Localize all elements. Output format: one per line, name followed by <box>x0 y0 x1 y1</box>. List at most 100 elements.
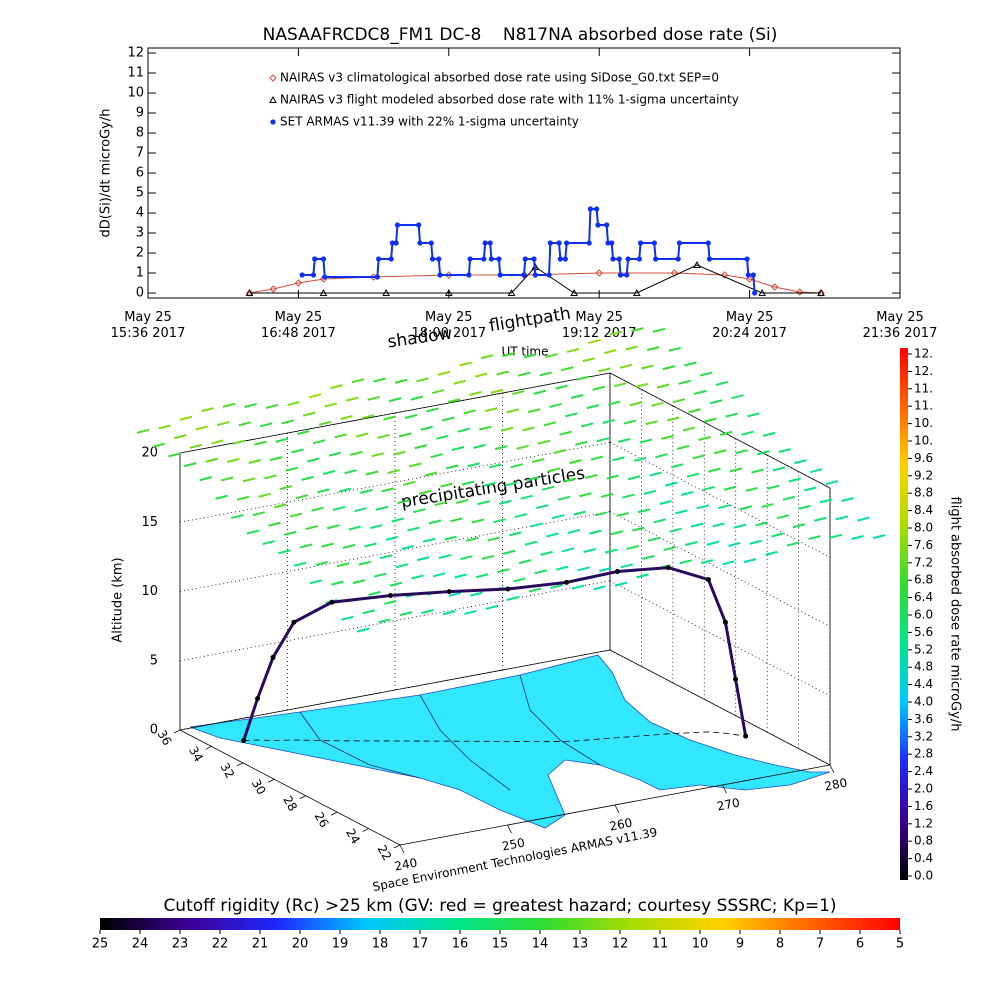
particle <box>553 449 567 454</box>
data-point <box>437 272 443 278</box>
particle <box>610 530 624 536</box>
particle <box>308 393 322 399</box>
particle <box>374 572 387 578</box>
particle <box>794 459 807 465</box>
data-point <box>570 288 578 296</box>
y-tick-label: 1 <box>136 266 144 281</box>
lat-tick <box>330 811 338 816</box>
colorbar-tick-label: 12 <box>612 937 629 952</box>
data-point <box>586 240 592 246</box>
particle <box>741 430 754 436</box>
colorbar-tick-label: 2.8 <box>914 747 933 761</box>
particle <box>546 532 559 538</box>
data-point <box>562 256 568 262</box>
colorbar-tick-label: 14 <box>532 937 549 952</box>
particle <box>506 408 519 414</box>
particle <box>480 354 494 360</box>
particle <box>647 536 661 542</box>
particle <box>309 579 323 585</box>
series-line <box>249 272 822 294</box>
data-point <box>482 240 488 246</box>
colorbar-tick-label: 3.6 <box>914 712 933 726</box>
particle <box>401 544 414 550</box>
particle <box>577 566 591 572</box>
particle <box>489 463 502 469</box>
particle <box>533 389 547 395</box>
particle <box>530 522 543 528</box>
data-point <box>653 256 659 262</box>
particle <box>704 417 717 423</box>
particle <box>158 424 171 430</box>
data-point <box>417 240 423 246</box>
particle <box>686 472 700 478</box>
particle <box>411 574 424 580</box>
lon-tick <box>614 804 620 814</box>
particle <box>589 529 602 535</box>
particle <box>471 518 485 524</box>
y-tick-label: 12 <box>127 46 144 61</box>
particle <box>385 535 399 541</box>
particle <box>418 489 432 495</box>
lat-tick-label: 32 <box>217 760 237 780</box>
particle <box>360 488 373 494</box>
particle <box>216 421 230 427</box>
colorbar-tick-label: 25 <box>92 937 109 952</box>
lon-tick <box>829 764 835 774</box>
particle <box>446 464 459 470</box>
z-tick-label: 10 <box>141 584 158 599</box>
lon-tick-label: 260 <box>608 815 633 833</box>
particle <box>747 412 760 418</box>
data-point <box>624 272 630 278</box>
particle <box>336 562 350 568</box>
legend-label: SET ARMAS v11.39 with 22% 1-sigma uncert… <box>280 115 579 129</box>
colorbar-tick-label: 11. <box>914 381 933 395</box>
particle <box>269 456 283 462</box>
particle <box>268 521 281 527</box>
particle <box>532 458 545 463</box>
particle <box>682 426 696 432</box>
data-point <box>429 256 436 262</box>
particle <box>627 475 641 481</box>
data-point <box>546 272 552 278</box>
particle <box>500 426 514 432</box>
grid-line <box>609 511 831 627</box>
particle <box>422 537 436 543</box>
legend-label: NAIRAS v3 climatological absorbed dose r… <box>280 71 719 85</box>
y-tick-label: 4 <box>136 206 144 221</box>
particle <box>371 452 385 458</box>
particle <box>173 434 187 440</box>
colorbar-tick-label: 23 <box>172 937 189 952</box>
data-point <box>632 288 641 296</box>
particle <box>665 481 678 487</box>
particle <box>792 523 806 529</box>
track-point <box>614 569 620 575</box>
particle <box>692 454 705 460</box>
particle <box>379 554 393 560</box>
particle <box>635 382 648 388</box>
colorbar-tick-label: 5.2 <box>914 642 933 656</box>
particle <box>582 357 595 363</box>
colorbar-tick-label: 0.0 <box>914 869 933 883</box>
particle <box>451 446 465 451</box>
particle <box>136 428 150 434</box>
particle <box>381 487 395 493</box>
particle <box>199 476 213 482</box>
particle <box>749 539 763 545</box>
chart-title: NASAAFRCDC8_FM1 DC-8 N817NA absorbed dos… <box>263 25 778 45</box>
particle <box>709 399 723 405</box>
track-point <box>255 696 261 702</box>
particle <box>430 453 443 459</box>
colorbar-tick-label: 5 <box>896 937 904 952</box>
colorbar-tick-label: 9 <box>736 937 744 952</box>
particle <box>437 370 451 376</box>
colorbar-tick-label: 22 <box>212 937 229 952</box>
particle <box>259 422 273 428</box>
particle <box>688 408 701 414</box>
lat-tick <box>205 746 212 750</box>
colorbar-tick-label: 8 <box>776 937 784 952</box>
particle <box>566 347 580 353</box>
particle <box>616 511 629 517</box>
particle <box>248 459 261 464</box>
particle <box>496 370 509 376</box>
particle <box>573 510 586 516</box>
